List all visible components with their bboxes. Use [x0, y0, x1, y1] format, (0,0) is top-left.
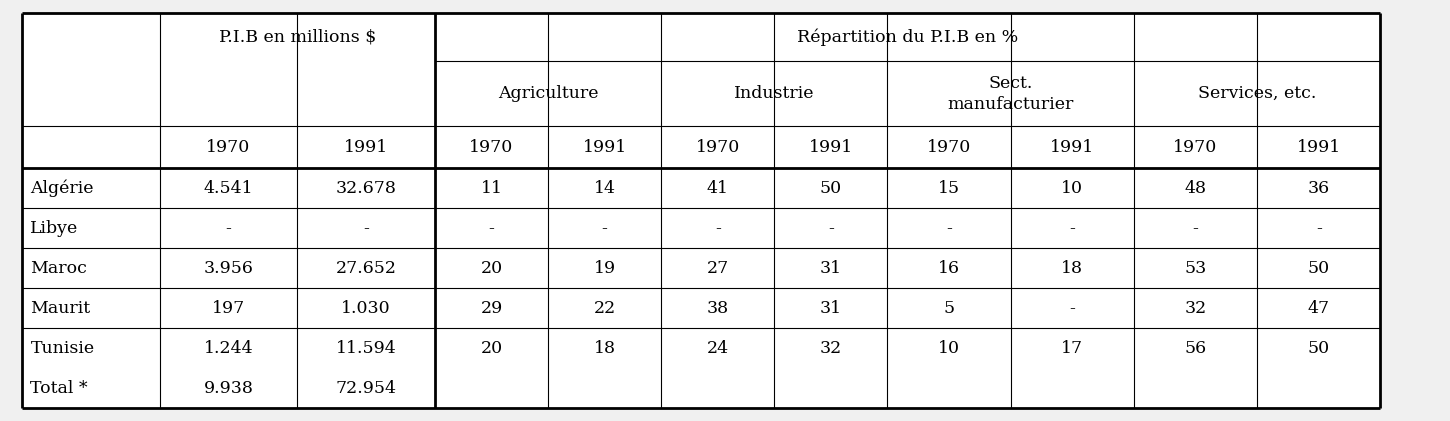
Text: -: -: [715, 220, 721, 237]
Text: 32: 32: [819, 340, 842, 357]
Text: 10: 10: [1061, 180, 1083, 197]
Text: 197: 197: [212, 300, 245, 317]
Text: 1970: 1970: [696, 139, 740, 156]
Text: 27.652: 27.652: [335, 260, 397, 277]
Text: 20: 20: [480, 260, 503, 277]
Text: Total *: Total *: [30, 380, 88, 397]
Text: 32: 32: [1185, 300, 1206, 317]
Text: -: -: [489, 220, 494, 237]
Text: 29: 29: [480, 300, 503, 317]
Text: 24: 24: [706, 340, 729, 357]
Text: 56: 56: [1185, 340, 1206, 357]
Text: 20: 20: [480, 340, 503, 357]
Text: -: -: [945, 220, 953, 237]
Text: 1991: 1991: [809, 139, 853, 156]
Text: 50: 50: [1308, 340, 1330, 357]
Text: 32.678: 32.678: [336, 180, 396, 197]
Text: 19: 19: [593, 260, 616, 277]
Text: 48: 48: [1185, 180, 1206, 197]
Text: -: -: [1315, 220, 1322, 237]
Text: -: -: [1192, 220, 1199, 237]
Text: -: -: [602, 220, 608, 237]
Text: 3.956: 3.956: [203, 260, 254, 277]
Text: Sect.
manufacturier: Sect. manufacturier: [947, 75, 1074, 113]
Text: 11: 11: [480, 180, 503, 197]
Text: P.I.B en millions $: P.I.B en millions $: [219, 28, 376, 45]
Text: Agriculture: Agriculture: [497, 85, 599, 102]
Text: 1991: 1991: [1296, 139, 1341, 156]
Text: Maroc: Maroc: [30, 260, 87, 277]
Text: Industrie: Industrie: [734, 85, 815, 102]
Text: 27: 27: [706, 260, 729, 277]
Text: 11.594: 11.594: [336, 340, 396, 357]
Text: 15: 15: [938, 180, 960, 197]
Text: 50: 50: [1308, 260, 1330, 277]
Text: 72.954: 72.954: [335, 380, 397, 397]
Text: 1991: 1991: [1050, 139, 1095, 156]
Text: 47: 47: [1308, 300, 1330, 317]
Text: 31: 31: [819, 260, 842, 277]
Text: 9.938: 9.938: [203, 380, 254, 397]
Text: 10: 10: [938, 340, 960, 357]
Text: 36: 36: [1308, 180, 1330, 197]
Text: 16: 16: [938, 260, 960, 277]
Text: Services, etc.: Services, etc.: [1198, 85, 1317, 102]
Text: Algérie: Algérie: [30, 180, 94, 197]
Text: -: -: [225, 220, 232, 237]
Text: 53: 53: [1185, 260, 1206, 277]
Text: 1991: 1991: [344, 139, 389, 156]
Text: Libye: Libye: [30, 220, 78, 237]
Text: 5: 5: [944, 300, 954, 317]
Text: 50: 50: [819, 180, 842, 197]
Text: 1.244: 1.244: [203, 340, 254, 357]
Text: 1.030: 1.030: [341, 300, 392, 317]
Text: 1970: 1970: [470, 139, 513, 156]
Text: 18: 18: [593, 340, 616, 357]
Text: 1970: 1970: [927, 139, 972, 156]
Text: 41: 41: [706, 180, 729, 197]
Text: -: -: [1069, 220, 1076, 237]
Text: 18: 18: [1061, 260, 1083, 277]
Text: 1970: 1970: [1173, 139, 1218, 156]
Text: -: -: [828, 220, 834, 237]
Text: 17: 17: [1061, 340, 1083, 357]
Text: 14: 14: [593, 180, 616, 197]
Text: -: -: [1069, 300, 1076, 317]
Text: 4.541: 4.541: [203, 180, 254, 197]
Text: Répartition du P.I.B en %: Répartition du P.I.B en %: [798, 28, 1018, 45]
Text: 31: 31: [819, 300, 842, 317]
Text: 1991: 1991: [583, 139, 626, 156]
Text: 1970: 1970: [206, 139, 251, 156]
Text: 22: 22: [593, 300, 616, 317]
Text: -: -: [362, 220, 370, 237]
Text: Maurit: Maurit: [30, 300, 90, 317]
Text: Tunisie: Tunisie: [30, 340, 94, 357]
Text: 38: 38: [706, 300, 729, 317]
